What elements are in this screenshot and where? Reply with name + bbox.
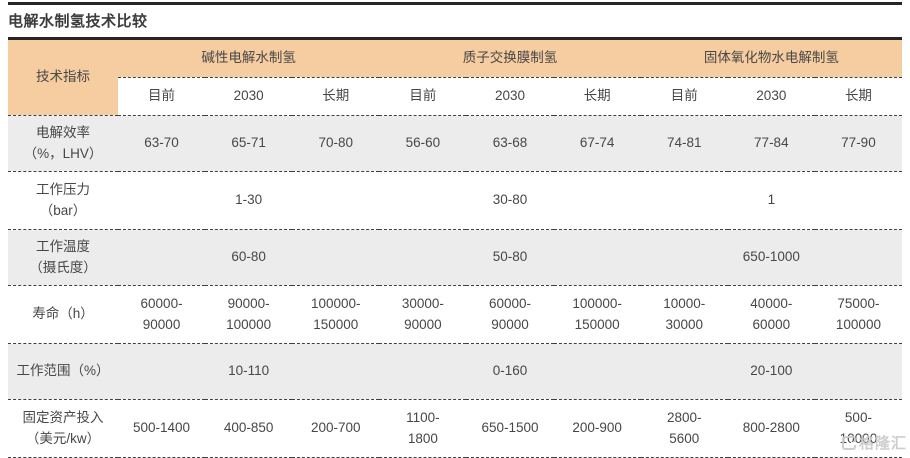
- row-label: 电解效率 （%，LHV）: [8, 115, 118, 172]
- value-cell-merged: 50-80: [379, 229, 641, 286]
- value-cell: 650-1500: [466, 399, 554, 458]
- value-cell: 1100- 1800: [379, 399, 467, 458]
- period-header-row: 目前 2030 长期 目前 2030 长期 目前 2030 长期: [8, 77, 902, 116]
- comparison-table: 技术指标 碱性电解水制氢 质子交换膜制氢 固体氧化物水电解制氢 目前 2030 …: [8, 37, 902, 458]
- value-cell: 200-900: [553, 399, 641, 458]
- value-cell: 100000- 150000: [292, 285, 380, 344]
- value-cell: 500-1400: [118, 399, 206, 458]
- value-cell: 500- 10000: [814, 399, 902, 458]
- value-cell-merged: 1: [640, 171, 902, 230]
- value-cell: 100000- 150000: [553, 285, 641, 344]
- value-cell: 75000- 100000: [814, 285, 902, 344]
- value-cell: 56-60: [379, 115, 467, 172]
- period-header: 目前: [379, 77, 467, 116]
- period-header: 长期: [814, 77, 902, 116]
- table-row-operating-range: 工作范围（%） 10-110 0-160 20-100: [8, 343, 902, 400]
- table-row-pressure: 工作压力 （bar） 1-30 30-80 1: [8, 171, 902, 230]
- group-header-row: 技术指标 碱性电解水制氢 质子交换膜制氢 固体氧化物水电解制氢: [8, 38, 902, 116]
- value-cell: 77-84: [727, 115, 815, 172]
- value-cell: 90000- 100000: [205, 285, 293, 344]
- period-header: 目前: [118, 77, 206, 116]
- value-cell: 2800- 5600: [640, 399, 728, 458]
- comparison-table-container: 技术指标 碱性电解水制氢 质子交换膜制氢 固体氧化物水电解制氢 目前 2030 …: [8, 37, 902, 458]
- value-cell: 30000- 90000: [379, 285, 467, 344]
- group-header-soec: 固体氧化物水电解制氢: [640, 38, 902, 78]
- value-cell: 40000- 60000: [727, 285, 815, 344]
- value-cell: 63-70: [118, 115, 206, 172]
- group-header-alkaline: 碱性电解水制氢: [118, 38, 380, 78]
- value-cell-merged: 1-30: [118, 171, 380, 230]
- value-cell: 200-700: [292, 399, 380, 458]
- group-header-pem: 质子交换膜制氢: [379, 38, 641, 78]
- table-row-lifetime: 寿命（h） 60000- 90000 90000- 100000 100000-…: [8, 285, 902, 344]
- table-row-efficiency: 电解效率 （%，LHV） 63-70 65-71 70-80 56-60 63-…: [8, 115, 902, 172]
- page-title: 电解水制氢技术比较: [8, 13, 148, 30]
- value-cell-merged: 650-1000: [640, 229, 902, 286]
- table-row-temperature: 工作温度 （摄氏度） 60-80 50-80 650-1000: [8, 229, 902, 286]
- value-cell: 10000- 30000: [640, 285, 728, 344]
- row-label: 固定资产投入 （美元/kw）: [8, 399, 118, 458]
- row-label: 工作温度 （摄氏度）: [8, 229, 118, 286]
- period-header: 目前: [640, 77, 728, 116]
- value-cell: 60000- 90000: [118, 285, 206, 344]
- value-cell-merged: 20-100: [640, 343, 902, 400]
- value-cell-merged: 30-80: [379, 171, 641, 230]
- period-header: 长期: [553, 77, 641, 116]
- period-header: 长期: [292, 77, 380, 116]
- value-cell: 65-71: [205, 115, 293, 172]
- value-cell: 67-74: [553, 115, 641, 172]
- value-cell: 63-68: [466, 115, 554, 172]
- period-header: 2030: [466, 77, 554, 116]
- period-header: 2030: [727, 77, 815, 116]
- value-cell: 400-850: [205, 399, 293, 458]
- top-divider-rule: [8, 2, 902, 5]
- row-label: 工作范围（%）: [8, 343, 118, 400]
- row-label: 工作压力 （bar）: [8, 171, 118, 230]
- value-cell: 74-81: [640, 115, 728, 172]
- value-cell: 800-2800: [727, 399, 815, 458]
- value-cell-merged: 60-80: [118, 229, 380, 286]
- value-cell: 77-90: [814, 115, 902, 172]
- table-row-capex: 固定资产投入 （美元/kw） 500-1400 400-850 200-700 …: [8, 399, 902, 458]
- row-label: 寿命（h）: [8, 285, 118, 344]
- value-cell: 70-80: [292, 115, 380, 172]
- value-cell: 60000- 90000: [466, 285, 554, 344]
- corner-header-cell: 技术指标: [8, 38, 118, 116]
- value-cell-merged: 10-110: [118, 343, 380, 400]
- period-header: 2030: [205, 77, 293, 116]
- value-cell-merged: 0-160: [379, 343, 641, 400]
